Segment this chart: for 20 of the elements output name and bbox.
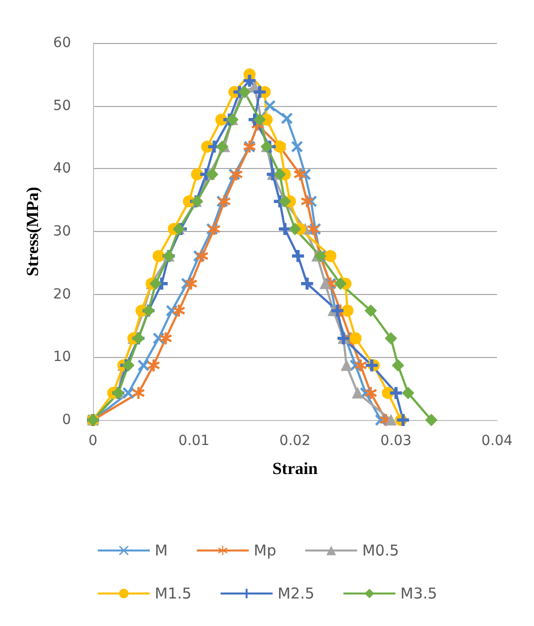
- x-tick-label: 0.03: [380, 433, 412, 449]
- x-axis-title: Strain: [272, 459, 318, 478]
- legend-label: M1.5: [154, 584, 192, 602]
- y-tick-label: 0: [62, 412, 71, 428]
- x-tick-label: 0: [88, 433, 98, 449]
- x-tick-label: 0.01: [178, 433, 210, 449]
- x-tick-label: 0.04: [481, 433, 513, 449]
- legend-label: M2.5: [278, 584, 314, 602]
- y-tick-label: 40: [53, 160, 71, 177]
- y-axis-title: Stress(MPa): [23, 186, 42, 276]
- y-tick-label: 30: [53, 224, 71, 240]
- legend-label: M3.5: [400, 584, 438, 602]
- y-tick-label: 10: [53, 349, 71, 366]
- x-tick-label: 0.02: [279, 433, 311, 449]
- legend-label: M: [154, 542, 168, 560]
- legend-label: M0.5: [362, 542, 400, 560]
- legend-label: Mp: [254, 542, 276, 560]
- y-tick-label: 60: [53, 35, 71, 51]
- y-tick-label: 50: [53, 98, 71, 114]
- y-tick-label: 20: [53, 286, 71, 302]
